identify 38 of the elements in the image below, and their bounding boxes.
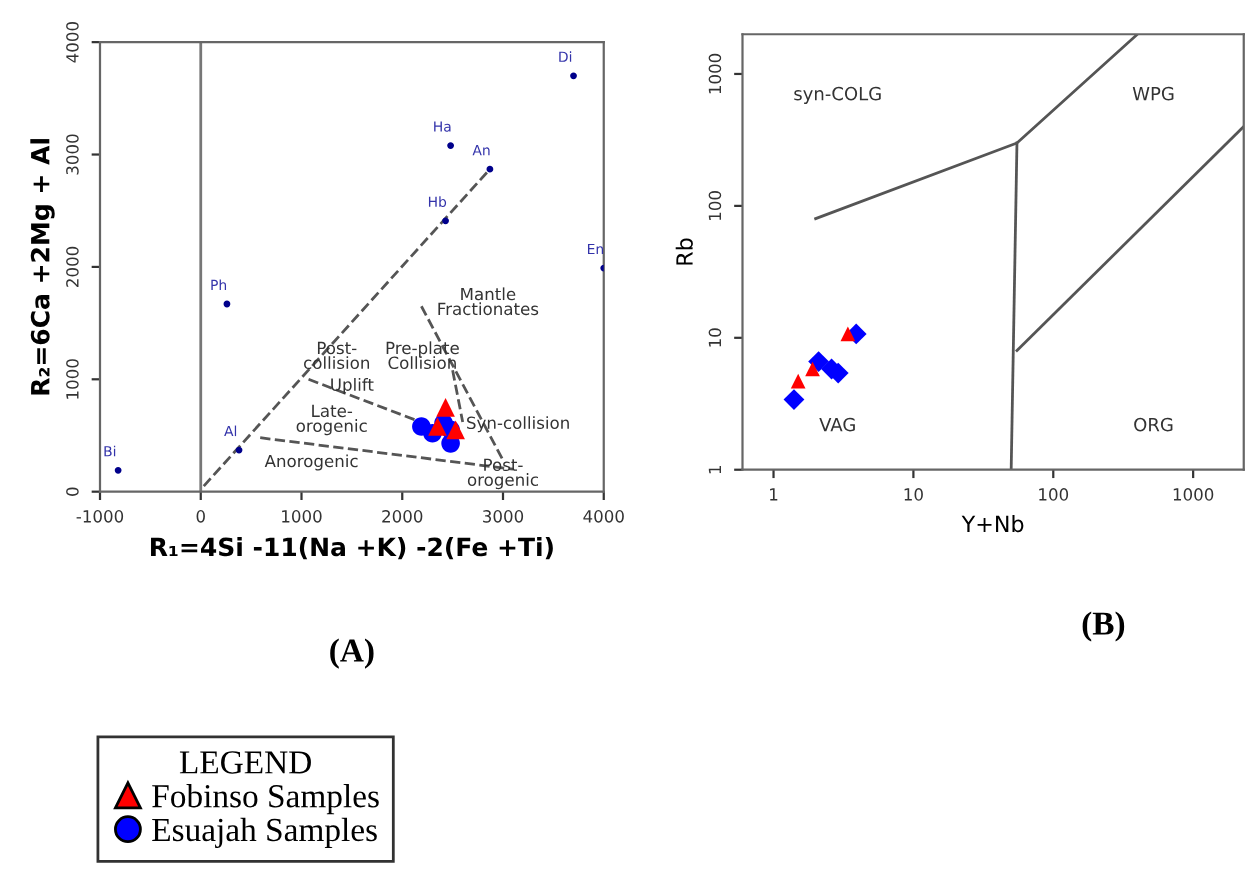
x-tick-label: 10 — [904, 488, 923, 501]
y-axis-title: R₂=6Ca +2Mg + Al — [30, 139, 55, 395]
annotation: Late- orogenic — [296, 404, 367, 436]
annotation: Anorogenic — [264, 454, 358, 471]
x-tick-label: -1000 — [76, 510, 124, 523]
annotation: WPG — [1132, 86, 1174, 101]
text: (B) — [1082, 611, 1125, 642]
y-tick-label: 3000 — [66, 134, 79, 175]
y-tick-label: 1000 — [66, 359, 79, 399]
legend-title: LEGEND — [179, 751, 311, 774]
x-tick-label: 100 — [1039, 488, 1069, 501]
y-tick-label: 2000 — [66, 246, 79, 287]
x-tick-label: 0 — [196, 510, 205, 523]
annotation: Syn-collision — [467, 416, 569, 433]
x-tick-label: 1 — [770, 488, 778, 501]
annotation: ORG — [1134, 417, 1173, 432]
y-tick-label: 1000 — [708, 53, 722, 94]
annotation: Post- orogenic — [467, 458, 538, 490]
y-tick-label: 100 — [708, 191, 722, 220]
x-tick-label: 4000 — [583, 510, 624, 523]
x-axis-title: Y+Nb — [961, 515, 1024, 533]
x-tick-label: 3000 — [483, 510, 524, 523]
text: (A) — [330, 638, 374, 669]
annotation: Post- collision — [304, 341, 370, 370]
legend-label: Esuajah Samples — [152, 817, 377, 848]
annotation: VAG — [819, 417, 855, 432]
y-tick-label: 10 — [708, 328, 722, 347]
annotation: Uplift — [331, 377, 374, 395]
y-tick-label: 4000 — [66, 22, 79, 63]
legend-label: Fobinso Samples — [152, 784, 379, 815]
y-axis-title: Rb — [675, 238, 693, 265]
x-tick-label: 1000 — [1173, 488, 1214, 501]
x-axis-title: R₁=4Si -11(Na +K) -2(Fe +Ti) — [151, 536, 553, 560]
x-tick-label: 1000 — [282, 510, 322, 523]
annotation: Mantle Fractionates — [438, 287, 539, 316]
x-tick-label: 2000 — [382, 510, 423, 523]
y-tick-label: 1 — [708, 465, 721, 474]
annotation: syn-COLG — [794, 86, 881, 104]
